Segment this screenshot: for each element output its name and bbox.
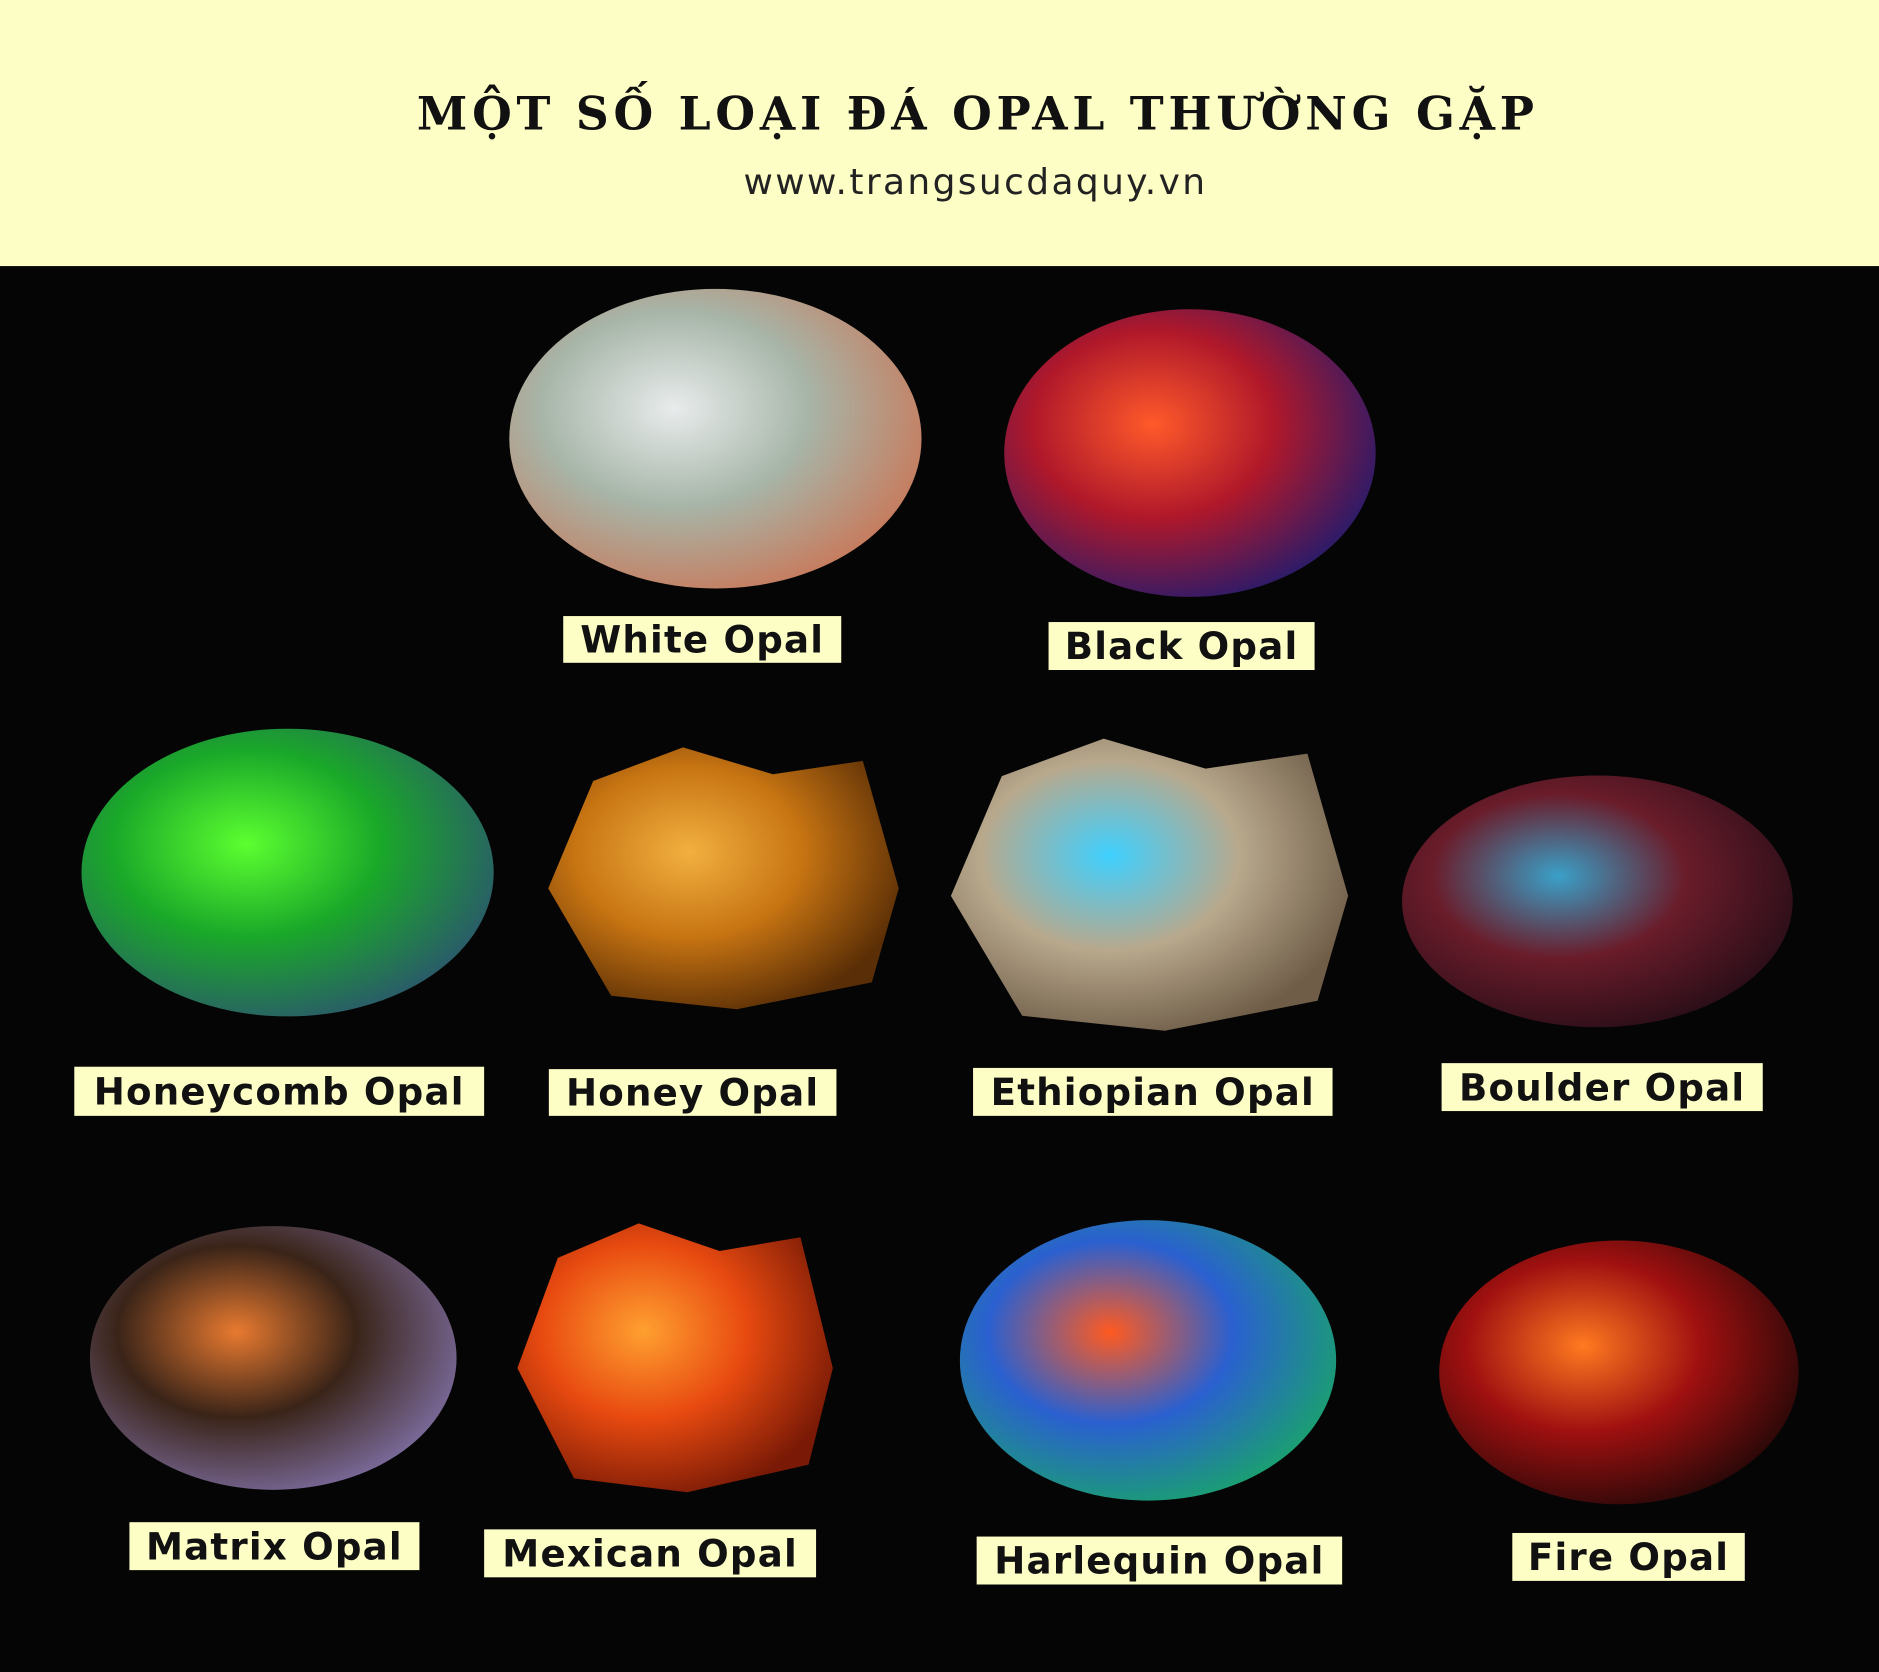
gem-label: White Opal <box>580 619 824 662</box>
gem-label: Ethiopian Opal <box>991 1071 1315 1114</box>
gem-label: Honey Opal <box>566 1072 819 1115</box>
gem-image <box>517 1223 833 1493</box>
label-box <box>1512 1532 1745 1581</box>
gem-image <box>89 1226 457 1490</box>
label-box <box>1441 1063 1763 1112</box>
label-box <box>973 1067 1333 1116</box>
gem-image <box>1402 775 1793 1028</box>
gem-label: Black Opal <box>1065 625 1299 668</box>
header-band <box>0 0 1879 267</box>
label-box <box>74 1066 485 1116</box>
gem-label: Matrix Opal <box>146 1525 403 1568</box>
label-box <box>563 616 842 663</box>
gem-label: Harlequin Opal <box>994 1540 1324 1583</box>
gem-image <box>509 288 922 589</box>
gem-image <box>548 747 899 1010</box>
gem-grid: White Opal Black Opal Honeycomb Opal Honey … <box>74 288 1799 1585</box>
gem-label: Mexican Opal <box>502 1533 798 1576</box>
gem-label: Fire Opal <box>1528 1536 1729 1579</box>
label-box <box>129 1522 420 1571</box>
gem-label: Boulder Opal <box>1459 1066 1745 1109</box>
label-box <box>484 1529 817 1578</box>
label-box <box>976 1536 1343 1585</box>
title: MỘT SỐ LOẠI ĐÁ OPAL THƯỜNG GẶP <box>417 81 1539 140</box>
gem-image <box>1004 309 1376 597</box>
label-box <box>548 1069 837 1116</box>
gem-image <box>1439 1240 1799 1505</box>
gem-image <box>959 1220 1337 1501</box>
label-box <box>1048 622 1315 670</box>
gem-label: Honeycomb Opal <box>94 1070 465 1113</box>
gem-image <box>81 728 494 1017</box>
gem-image <box>950 738 1349 1031</box>
subtitle: www.trangsucdaquy.vn <box>743 162 1207 203</box>
